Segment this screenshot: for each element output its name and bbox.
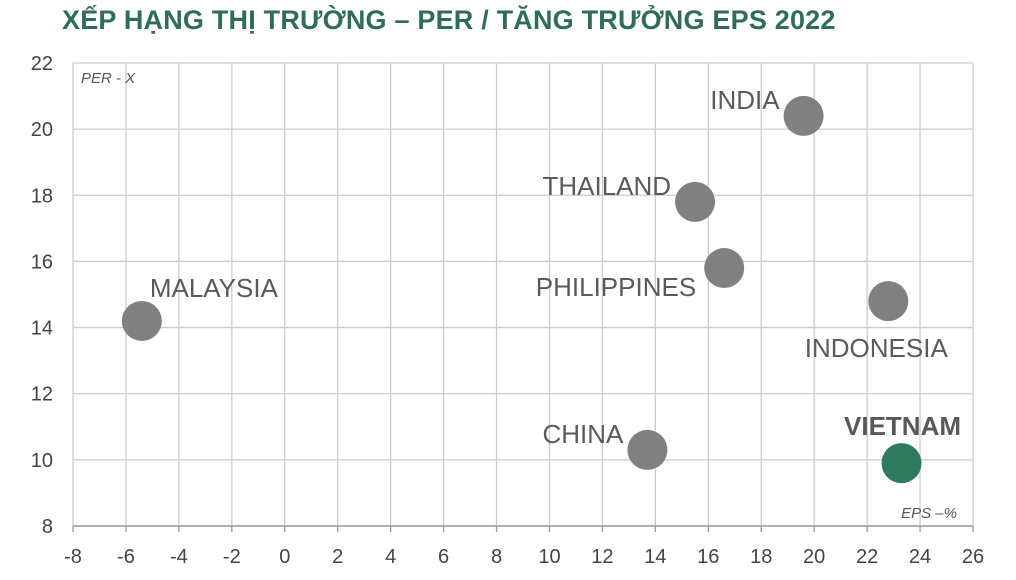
data-label: INDIA <box>710 85 780 115</box>
x-tick-label: 8 <box>491 546 502 568</box>
y-tick-label: 16 <box>31 251 53 273</box>
grid-lines <box>72 62 974 527</box>
data-label: MALAYSIA <box>150 273 279 303</box>
y-tick-labels: 8 10 12 14 16 18 20 22 <box>31 53 53 538</box>
x-tick-label: 4 <box>385 546 396 568</box>
x-axis-label: EPS –% <box>901 505 957 522</box>
y-tick-label: 8 <box>42 516 53 538</box>
x-tick-label: -4 <box>170 546 188 568</box>
x-tick-label: 20 <box>803 546 825 568</box>
data-point <box>121 300 162 341</box>
x-tick-label: 16 <box>697 546 719 568</box>
data-label: PHILIPPINES <box>536 272 696 302</box>
data-label: CHINA <box>543 419 625 449</box>
y-tick-label: 10 <box>31 450 53 472</box>
data-label: THAILAND <box>542 171 671 201</box>
x-tick-label: -2 <box>223 546 241 568</box>
y-tick-label: 22 <box>31 53 53 75</box>
x-tick-label: -8 <box>64 546 82 568</box>
x-tick-label: 6 <box>438 546 449 568</box>
chart-title: XẾP HẠNG THỊ TRƯỜNG – PER / TĂNG TRƯỞNG … <box>62 5 836 35</box>
y-tick-label: 12 <box>31 384 53 406</box>
x-tick-label: 14 <box>644 546 666 568</box>
x-tick-label: 10 <box>538 546 560 568</box>
data-point <box>627 429 668 470</box>
x-tick-labels: -8 -6 -4 -2 0 2 4 6 8 10 12 14 16 18 20 22 24 26 <box>64 526 984 568</box>
x-tick-label: 18 <box>750 546 772 568</box>
x-tick-label: 2 <box>332 546 343 568</box>
x-tick-label: 22 <box>856 546 878 568</box>
data-point <box>881 443 922 484</box>
data-point <box>675 181 716 222</box>
x-tick-label: 0 <box>279 546 290 568</box>
data-point <box>783 95 824 136</box>
data-labels: INDIA THAILAND PHILIPPINES MALAYSIA INDONESI… <box>150 85 961 449</box>
data-label: INDONESIA <box>805 333 949 363</box>
x-tick-label: 24 <box>909 546 931 568</box>
x-tick-label: 26 <box>962 546 984 568</box>
data-point <box>704 248 745 289</box>
y-tick-label: 14 <box>31 318 53 340</box>
y-tick-label: 18 <box>31 185 53 207</box>
data-label: VIETNAM <box>844 411 961 441</box>
y-axis-label: PER - X <box>81 70 136 87</box>
x-tick-label: 12 <box>591 546 613 568</box>
data-point <box>868 281 909 322</box>
data-points <box>121 95 922 484</box>
y-tick-label: 20 <box>31 119 53 141</box>
x-tick-label: -6 <box>117 546 135 568</box>
